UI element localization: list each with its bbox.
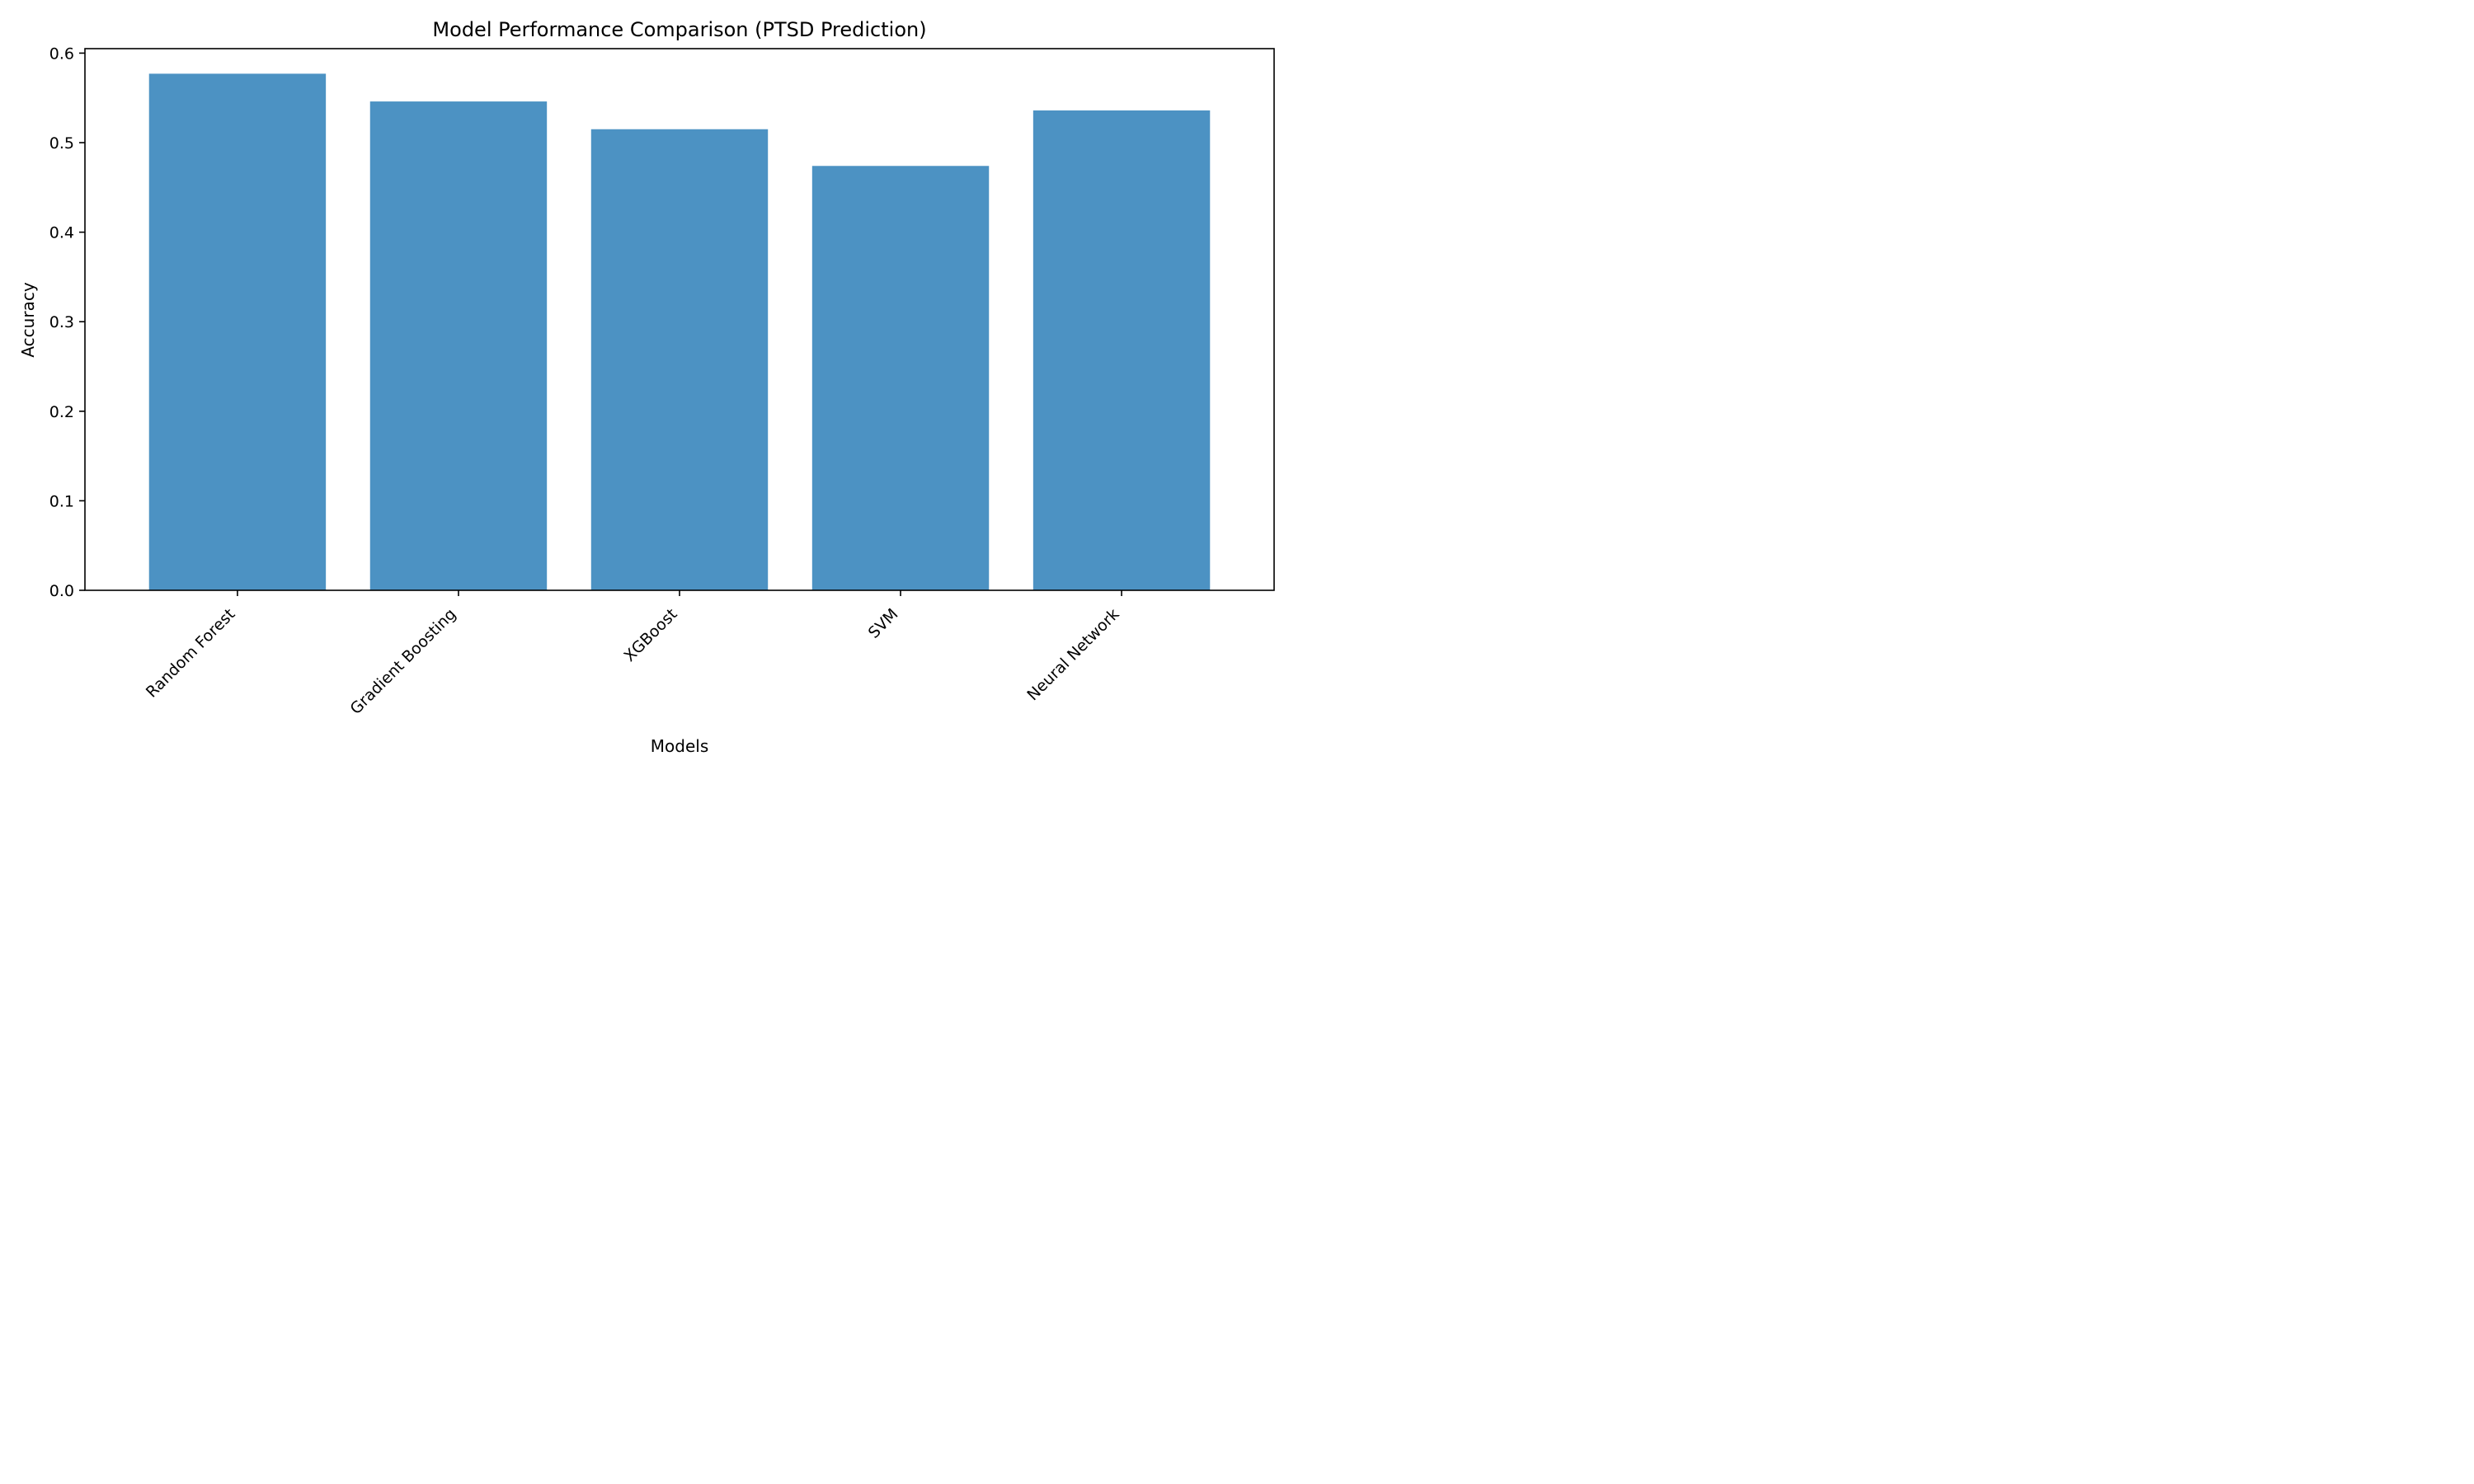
- y-tick-label: 0.2: [49, 403, 74, 421]
- x-axis-label: Models: [651, 736, 708, 756]
- bar-gradient-boosting: [369, 101, 548, 591]
- x-tick-label: Gradient Boosting: [346, 605, 459, 718]
- plot-frame: [84, 48, 1275, 591]
- x-tick-label: SVM: [865, 605, 902, 642]
- y-tick-label: 0.4: [49, 224, 74, 242]
- bar-xgboost: [590, 129, 769, 590]
- chart-title: Model Performance Comparison (PTSD Predi…: [432, 18, 926, 41]
- y-tick-label: 0.5: [49, 134, 74, 153]
- x-axis: Random Forest Gradient Boosting XGBoost SVM…: [143, 590, 1123, 718]
- y-axis: 0.0 0.1 0.2 0.3 0.4 0.5 0.6: [49, 45, 85, 600]
- x-tick-label: Random Forest: [143, 605, 239, 702]
- bar-chart: Model Performance Comparison (PTSD Predi…: [18, 18, 1275, 756]
- bars-group: [148, 73, 1211, 591]
- x-tick-label: XGBoost: [620, 605, 680, 665]
- bar-random-forest: [148, 73, 327, 590]
- y-tick-label: 0.0: [49, 582, 74, 600]
- y-tick-label: 0.6: [49, 45, 74, 63]
- y-tick-label: 0.3: [49, 313, 74, 331]
- chart-container: Model Performance Comparison (PTSD Predi…: [0, 0, 1293, 775]
- bar-svm: [811, 166, 990, 590]
- x-tick-label: Neural Network: [1023, 605, 1122, 704]
- y-axis-label: Accuracy: [18, 282, 38, 357]
- y-tick-label: 0.1: [49, 492, 74, 510]
- bar-neural-network: [1032, 110, 1211, 591]
